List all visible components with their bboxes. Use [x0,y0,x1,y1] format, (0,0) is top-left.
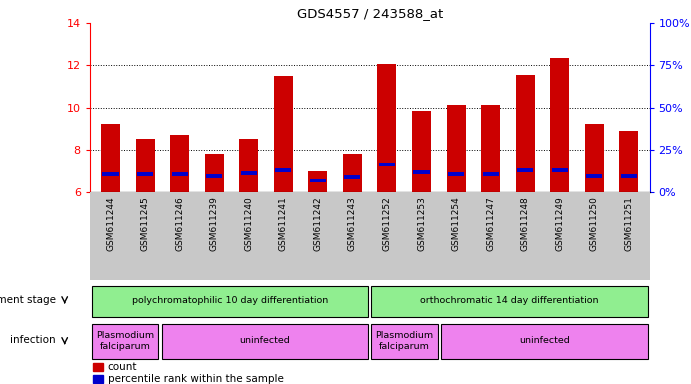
Text: GSM611247: GSM611247 [486,197,495,251]
Bar [171,172,188,176]
Bar [413,170,430,174]
Bar [619,131,638,192]
Text: GSM611240: GSM611240 [244,197,254,251]
Bar [412,111,431,192]
Text: orthochromatic 14 day differentiation: orthochromatic 14 day differentiation [420,296,599,305]
Bar [102,172,119,176]
Bar [101,124,120,192]
Bar [482,172,499,176]
Bar [446,106,466,192]
Text: GSM611253: GSM611253 [417,197,426,251]
Bar [515,75,535,192]
Bar [442,324,647,359]
Bar [93,375,103,383]
Bar [239,139,258,192]
Text: development stage: development stage [0,295,56,305]
Text: count: count [108,362,138,372]
Bar [92,324,158,359]
Bar [448,172,464,176]
Bar [344,175,361,179]
Bar [481,106,500,192]
Bar [551,168,568,172]
Bar [170,135,189,192]
Bar [343,154,362,192]
Bar [135,139,155,192]
Bar [585,124,604,192]
Bar [206,174,223,178]
Text: GSM611251: GSM611251 [624,197,634,251]
Bar [517,168,533,172]
Bar [92,286,368,317]
Text: GSM611241: GSM611241 [278,197,288,251]
Bar [205,154,224,192]
Text: GSM611252: GSM611252 [382,197,392,251]
Bar [93,363,103,371]
Text: GSM611249: GSM611249 [555,197,565,251]
Bar [586,174,603,178]
Bar [372,324,438,359]
Text: GSM611245: GSM611245 [140,197,150,251]
Text: Plasmodium
falciparum: Plasmodium falciparum [96,331,154,351]
Text: GSM611250: GSM611250 [589,197,599,251]
Bar [308,171,328,192]
Text: Plasmodium
falciparum: Plasmodium falciparum [376,331,434,351]
Text: GSM611243: GSM611243 [348,197,357,251]
Bar [240,171,257,175]
Title: GDS4557 / 243588_at: GDS4557 / 243588_at [296,7,443,20]
Bar [550,58,569,192]
Text: uninfected: uninfected [519,336,570,346]
Bar [621,174,637,178]
Text: percentile rank within the sample: percentile rank within the sample [108,374,283,384]
Text: GSM611254: GSM611254 [451,197,461,251]
Text: GSM611244: GSM611244 [106,197,115,251]
Text: polychromatophilic 10 day differentiation: polychromatophilic 10 day differentiatio… [131,296,328,305]
Bar [379,163,395,166]
Text: uninfected: uninfected [239,336,290,346]
Text: GSM611248: GSM611248 [520,197,530,251]
Bar [162,324,368,359]
Bar [377,64,397,192]
Bar [372,286,647,317]
Bar [310,179,326,182]
Bar [275,168,292,172]
Bar [137,172,153,176]
Text: infection: infection [10,335,56,345]
Text: GSM611242: GSM611242 [313,197,323,251]
Text: GSM611246: GSM611246 [175,197,184,251]
Bar [274,76,293,192]
Text: GSM611239: GSM611239 [209,197,219,251]
